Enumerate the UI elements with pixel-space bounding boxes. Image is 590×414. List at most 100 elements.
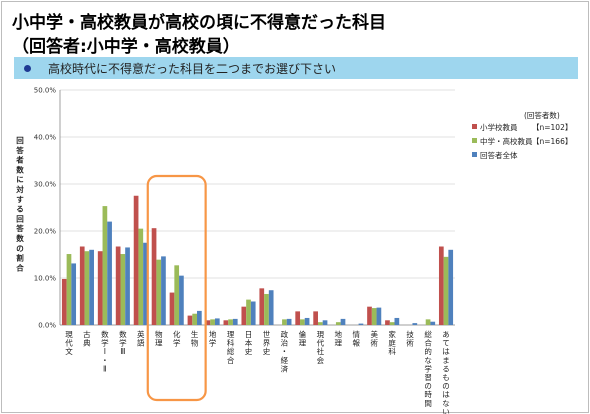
y-axis-label-char: す xyxy=(16,195,24,204)
x-tick-label-char: 情 xyxy=(353,329,361,339)
x-tick-label-char: な xyxy=(442,399,450,408)
bullet-icon xyxy=(24,65,31,72)
x-tick-label-char: 本 xyxy=(245,338,253,348)
bar xyxy=(389,322,395,325)
question-text: 高校時代に不得意だった科目を二つまでお選び下さい xyxy=(48,62,337,76)
bar xyxy=(371,308,377,325)
bar xyxy=(71,263,77,325)
x-tick-label-char: 古 xyxy=(83,329,91,339)
x-tick-label-char: 数 xyxy=(101,329,109,339)
bar xyxy=(241,306,247,325)
legend-n-label: 【n=166】 xyxy=(532,137,572,146)
bar xyxy=(169,292,175,325)
bar xyxy=(66,254,72,325)
y-axis-label-char: 数 xyxy=(16,164,24,174)
x-tick-label-char: 的 xyxy=(424,346,432,356)
bar xyxy=(286,318,292,325)
x-tick-label-char: 史 xyxy=(245,346,253,356)
x-tick-label-char: の xyxy=(424,382,432,391)
x-tick-label-char: 会 xyxy=(317,355,325,365)
bar xyxy=(187,315,193,325)
x-tick-label-char: 学 xyxy=(209,338,217,348)
y-tick-label: 30.0% xyxy=(34,181,57,189)
bar xyxy=(151,228,157,325)
x-tick-label-char: 術 xyxy=(370,338,378,348)
x-tick-label-char: 語 xyxy=(137,338,145,348)
bar xyxy=(107,221,112,325)
x-tick-label-char: 経 xyxy=(281,355,289,365)
bar xyxy=(313,311,318,325)
x-tick-label-char: 物 xyxy=(155,329,163,339)
y-tick-label: 10.0% xyxy=(34,275,57,283)
bar xyxy=(268,290,274,325)
x-tick-label-char: 間 xyxy=(424,399,432,408)
bar xyxy=(205,320,211,325)
x-tick-label-char: 倫 xyxy=(299,329,307,339)
bar xyxy=(282,319,287,325)
question-banner: 高校時代に不得意だった科目を二つまでお選び下さい xyxy=(14,57,578,79)
highlight-box xyxy=(146,174,207,402)
x-tick-label-char: ・ xyxy=(281,347,289,356)
x-tick-label-char: 習 xyxy=(424,373,432,382)
bar xyxy=(340,318,346,325)
bar xyxy=(376,307,382,325)
bar xyxy=(443,256,449,325)
x-tick-label-char: 典 xyxy=(83,338,91,348)
x-tick-label-char: 報 xyxy=(353,339,361,348)
page-subtitle: （回答者:小中学・高校教員） xyxy=(12,37,240,57)
bar xyxy=(228,319,233,325)
y-tick-label: 50.0% xyxy=(34,87,57,95)
bar xyxy=(89,249,94,325)
x-tick-label-char: 総 xyxy=(424,329,432,339)
x-tick-label-char: 政 xyxy=(281,329,289,339)
bar xyxy=(232,318,238,325)
bar xyxy=(385,320,390,325)
x-tick-label-char: ま xyxy=(442,356,450,365)
page-title: 小中学・高校教員が高校の頃に不得意だった科目 xyxy=(12,13,386,33)
legend-swatch xyxy=(472,138,477,143)
y-axis-label-char: 答 xyxy=(16,145,24,155)
bar xyxy=(192,313,198,325)
bar xyxy=(156,259,162,325)
bar xyxy=(102,206,108,325)
x-tick-label-char: ・ xyxy=(101,356,109,365)
bar xyxy=(300,319,305,325)
x-tick-label-char: 化 xyxy=(173,329,181,339)
bar xyxy=(246,299,251,325)
bar xyxy=(304,317,310,325)
bar xyxy=(394,317,400,325)
bar xyxy=(120,254,126,325)
y-axis-label-char: 回 xyxy=(16,214,24,223)
bar xyxy=(448,249,454,325)
bar xyxy=(61,278,67,325)
legend-label: 回答者全体 xyxy=(480,150,518,160)
x-tick-label-char: 合 xyxy=(424,338,432,348)
bar xyxy=(438,246,444,325)
bar xyxy=(174,265,180,325)
x-tick-label-char: 代 xyxy=(317,338,325,348)
bar xyxy=(250,301,256,325)
y-axis-label-char: の xyxy=(16,244,24,253)
bar xyxy=(412,323,418,325)
x-tick-label-char: 術 xyxy=(406,338,414,348)
x-tick-label-char: 学 xyxy=(119,338,127,348)
x-tick-label-char: Ⅱ xyxy=(103,364,107,373)
y-axis-label-char: 合 xyxy=(16,262,24,272)
x-tick-label-char: Ⅲ xyxy=(120,347,125,356)
x-tick-label-char: 科 xyxy=(388,346,396,356)
bar xyxy=(367,306,372,325)
x-tick-label-char: 理 xyxy=(227,330,235,339)
y-axis-label-char: 答 xyxy=(16,223,24,233)
x-tick-label-char: 地 xyxy=(335,329,343,339)
x-tick-label-char: 技 xyxy=(406,329,414,339)
x-tick-label-char: 時 xyxy=(424,390,432,399)
x-tick-label-char: 界 xyxy=(263,339,271,348)
bar xyxy=(223,320,229,325)
legend-n-label: 【n=102】 xyxy=(532,123,572,132)
bar xyxy=(259,288,265,325)
legend-label: 小学校教員 xyxy=(480,122,518,132)
x-tick-label-char: 合 xyxy=(227,355,235,365)
x-tick-label-char: 社 xyxy=(317,346,325,356)
x-tick-label-char: な xyxy=(424,356,432,365)
